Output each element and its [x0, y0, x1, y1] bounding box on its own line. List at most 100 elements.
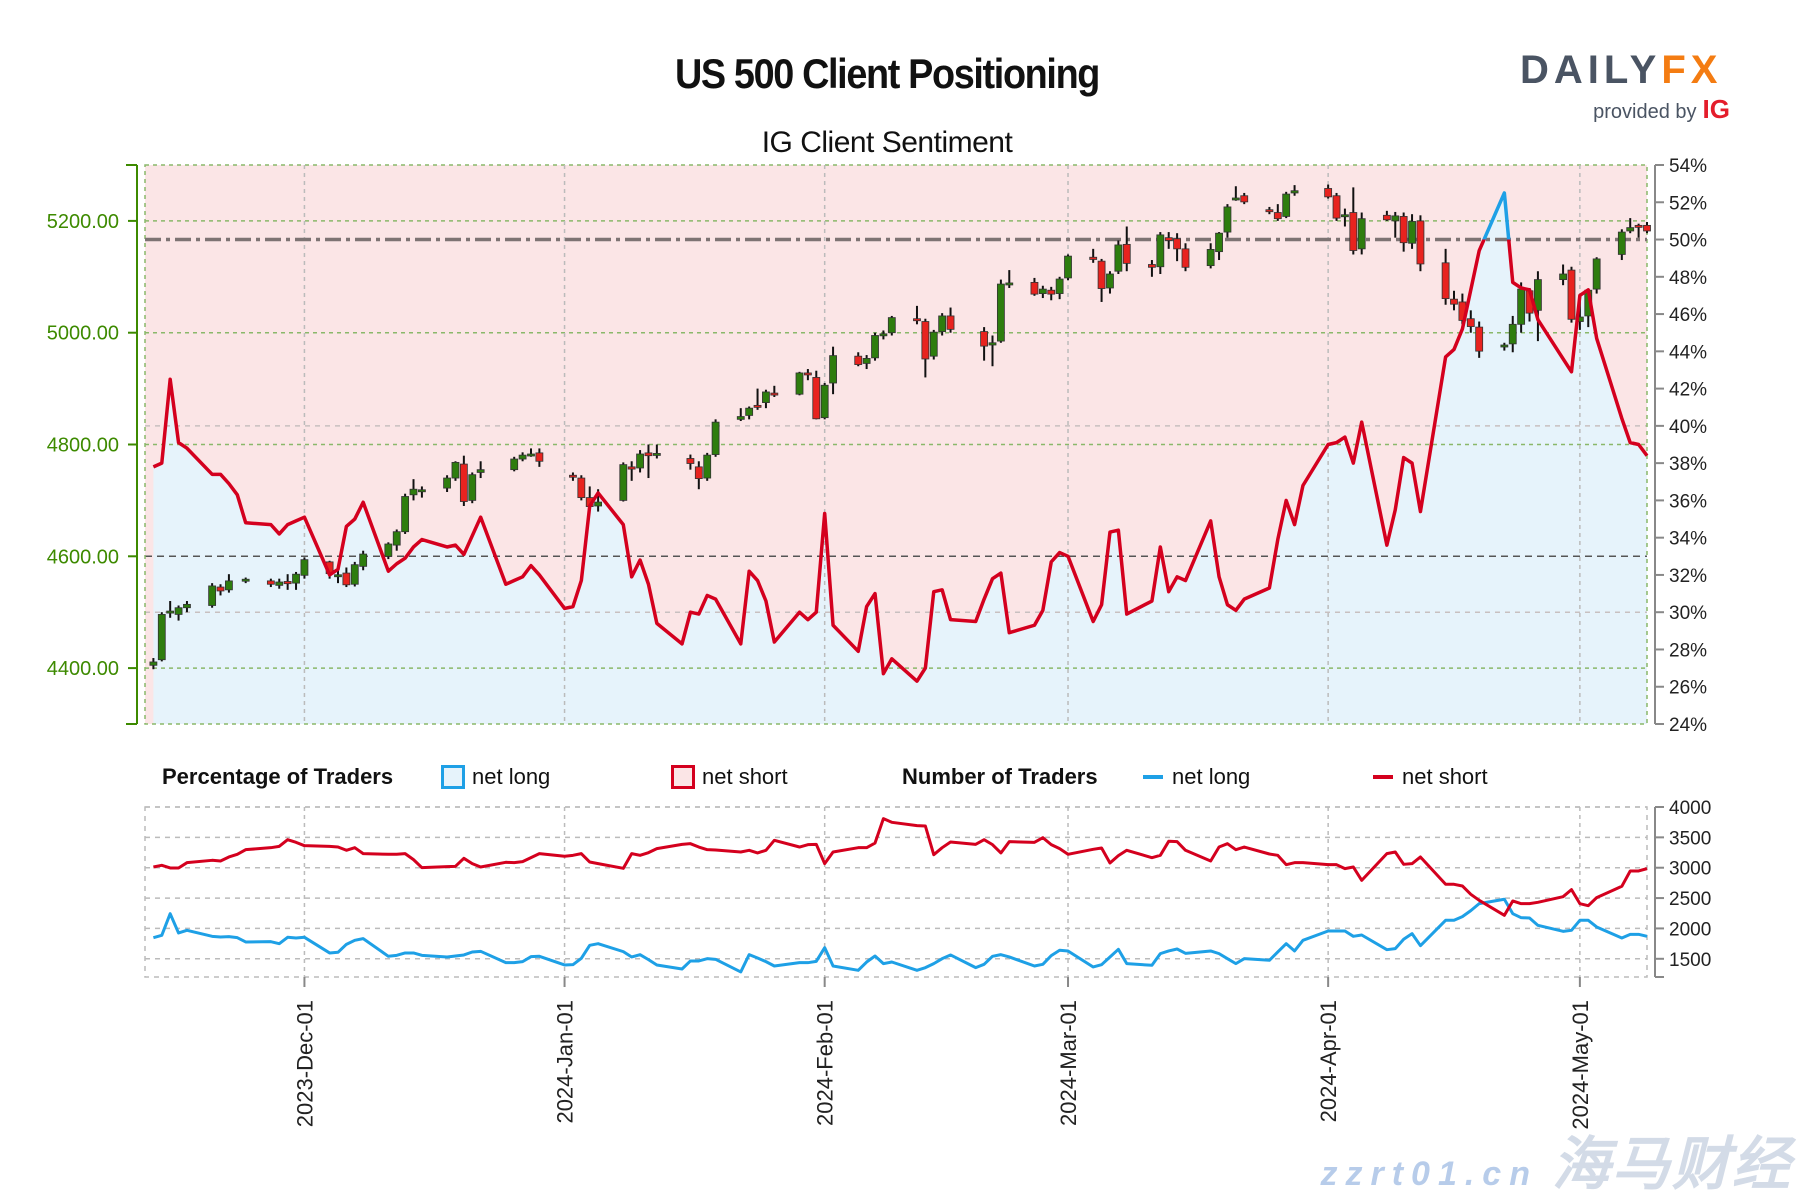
candle — [1106, 271, 1114, 294]
candle — [1408, 214, 1416, 249]
watermark-url: zzrt01.cn — [1320, 1155, 1538, 1193]
net-short-traders-line — [153, 817, 1648, 917]
pct-tick-label: 44% — [1669, 342, 1707, 363]
traders-tick-label: 2000 — [1669, 919, 1711, 940]
candle — [1324, 184, 1333, 199]
logo-daily: DAILY — [1520, 48, 1662, 92]
candle — [703, 452, 712, 481]
candle-body — [183, 603, 191, 609]
candle-body — [1382, 214, 1391, 221]
price-tick-label: 5000.00 — [47, 323, 119, 345]
candle-body — [1148, 264, 1156, 268]
candle-body — [1349, 212, 1358, 251]
candle-body — [510, 458, 519, 471]
candle — [1156, 232, 1165, 275]
candle-body — [1282, 193, 1291, 217]
candle-body — [871, 335, 879, 359]
candle-body — [829, 355, 837, 384]
candle-body — [627, 466, 636, 470]
candle — [887, 315, 896, 336]
candle — [1290, 185, 1299, 196]
candle — [1634, 223, 1643, 238]
plot-border — [144, 164, 1648, 725]
candle — [1626, 218, 1635, 234]
candle — [1047, 286, 1056, 301]
candle — [829, 346, 837, 395]
watermark: zzrt01.cn 海马财经 — [1320, 1134, 1792, 1196]
candle — [1332, 192, 1341, 221]
pct-tick-label: 46% — [1669, 305, 1707, 326]
traders-tick-label: 3500 — [1669, 828, 1711, 849]
price-tick-label: 5200.00 — [47, 211, 119, 233]
candle — [1567, 266, 1576, 323]
candle-body — [1106, 273, 1114, 289]
candle-body — [711, 421, 720, 455]
candle-body — [1089, 256, 1098, 260]
provided-by-text: provided by — [1593, 101, 1697, 123]
candle-body — [1508, 323, 1517, 345]
candle — [1240, 192, 1249, 205]
candle — [225, 574, 233, 593]
candle — [409, 479, 418, 501]
candle-body — [300, 559, 309, 576]
candle-body — [820, 384, 829, 419]
candle-body — [225, 580, 233, 591]
candle-body — [745, 407, 754, 416]
candle-body — [703, 454, 712, 479]
candle-body — [409, 488, 418, 496]
pct-tick-label: 38% — [1669, 454, 1707, 475]
pct-tick-label: 32% — [1669, 566, 1707, 587]
candle-body — [1626, 227, 1635, 232]
chart-title: US 500 Client Positioning — [674, 50, 1100, 97]
date-tick-label: 2024-May-01 — [1568, 1000, 1593, 1130]
candle — [946, 307, 955, 333]
candle-body — [946, 315, 955, 330]
candle-body — [1399, 216, 1408, 244]
net-long-pct-line-below-50 — [152, 239, 1649, 683]
pct-tick-label: 36% — [1669, 491, 1707, 512]
candle-body — [451, 461, 460, 479]
candle — [443, 475, 451, 493]
candle-body — [292, 573, 300, 584]
candle — [1475, 321, 1484, 358]
candle-body — [283, 581, 292, 585]
candle-body — [241, 578, 250, 582]
candle — [208, 583, 217, 608]
candle-body — [988, 342, 997, 346]
candle-body — [443, 477, 451, 489]
candle — [359, 550, 368, 571]
candle — [871, 332, 879, 361]
candle-body — [686, 458, 695, 464]
candle — [1181, 243, 1190, 272]
candle — [1097, 258, 1106, 302]
pct-tick-label: 48% — [1669, 268, 1707, 289]
candle — [266, 578, 275, 588]
price-tick-label: 4800.00 — [47, 435, 119, 457]
candle-body — [1097, 260, 1106, 289]
pct-tick-label: 50% — [1669, 231, 1707, 252]
candle — [913, 305, 921, 325]
candle-body — [1341, 214, 1349, 218]
candle-body — [401, 496, 410, 533]
logo-fx: FX — [1661, 48, 1723, 92]
candle-body — [1357, 218, 1366, 250]
candle-body — [803, 372, 812, 376]
pct-tick-label: 40% — [1669, 417, 1707, 438]
candle-body — [795, 372, 804, 395]
candle — [216, 584, 225, 596]
candle-body — [1567, 269, 1576, 320]
candle-body — [913, 318, 921, 322]
candle — [1534, 271, 1542, 342]
candle-body — [1156, 234, 1165, 268]
candle-body — [1047, 289, 1056, 295]
pct-tick-label: 52% — [1669, 193, 1707, 214]
candle — [711, 419, 720, 457]
net-long-line-swatch-icon — [1143, 775, 1163, 779]
candle-body — [736, 416, 745, 420]
candle — [1231, 186, 1240, 201]
candle-body — [753, 404, 762, 408]
candle — [1349, 187, 1358, 255]
candle-body — [1475, 326, 1484, 352]
net-long-area — [153, 192, 1647, 724]
